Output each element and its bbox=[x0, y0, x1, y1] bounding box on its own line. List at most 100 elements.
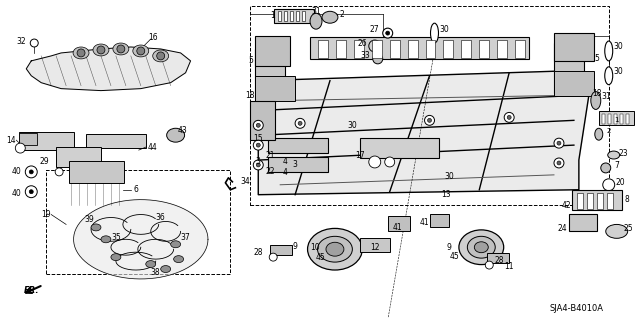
Text: 34: 34 bbox=[241, 177, 250, 186]
Text: 12: 12 bbox=[370, 243, 380, 252]
Ellipse shape bbox=[171, 241, 180, 248]
Text: 8: 8 bbox=[624, 195, 629, 204]
Bar bbox=[336, 40, 346, 58]
Text: 32: 32 bbox=[17, 37, 26, 46]
Text: 10: 10 bbox=[310, 243, 320, 252]
Text: 13: 13 bbox=[442, 190, 451, 199]
Text: 15: 15 bbox=[253, 134, 263, 143]
Text: 31: 31 bbox=[311, 7, 321, 16]
Bar bbox=[270, 245, 292, 255]
Bar bbox=[554, 33, 594, 61]
Text: 14: 14 bbox=[6, 136, 16, 145]
Text: 4: 4 bbox=[283, 158, 287, 167]
Text: 24: 24 bbox=[557, 224, 567, 233]
Bar bbox=[250, 6, 609, 204]
Bar bbox=[255, 36, 290, 66]
Circle shape bbox=[137, 47, 145, 55]
Text: 30: 30 bbox=[347, 121, 356, 130]
Bar bbox=[19, 133, 37, 145]
Circle shape bbox=[15, 143, 26, 153]
Bar bbox=[255, 49, 285, 99]
Bar bbox=[497, 40, 507, 58]
Circle shape bbox=[557, 141, 561, 145]
Ellipse shape bbox=[605, 225, 628, 238]
Bar bbox=[626, 115, 628, 124]
Bar bbox=[587, 193, 593, 209]
Bar bbox=[360, 238, 390, 252]
Ellipse shape bbox=[91, 224, 101, 231]
Text: SJA4-B4010A: SJA4-B4010A bbox=[549, 304, 603, 313]
Text: 1: 1 bbox=[614, 117, 618, 123]
Bar bbox=[487, 253, 509, 263]
Circle shape bbox=[603, 179, 614, 191]
Text: 28: 28 bbox=[253, 248, 263, 257]
Text: 45: 45 bbox=[449, 252, 460, 261]
Bar bbox=[250, 100, 275, 140]
Bar bbox=[388, 217, 410, 231]
Text: 30: 30 bbox=[440, 25, 449, 33]
Circle shape bbox=[385, 157, 395, 167]
Bar bbox=[19, 132, 74, 150]
Ellipse shape bbox=[146, 261, 156, 268]
Ellipse shape bbox=[467, 236, 495, 258]
Bar bbox=[577, 193, 583, 209]
Ellipse shape bbox=[608, 151, 620, 159]
Circle shape bbox=[26, 166, 37, 178]
Ellipse shape bbox=[93, 44, 109, 56]
Ellipse shape bbox=[612, 198, 621, 205]
Circle shape bbox=[383, 28, 393, 38]
Text: 45: 45 bbox=[315, 253, 325, 262]
Text: 21: 21 bbox=[266, 151, 275, 160]
Polygon shape bbox=[74, 200, 208, 279]
Bar bbox=[408, 40, 417, 58]
Circle shape bbox=[253, 160, 263, 170]
Bar bbox=[554, 71, 594, 96]
Circle shape bbox=[386, 31, 390, 35]
Text: 31: 31 bbox=[601, 92, 611, 101]
Bar bbox=[572, 190, 621, 210]
Ellipse shape bbox=[310, 13, 322, 29]
Circle shape bbox=[295, 118, 305, 128]
Text: 9: 9 bbox=[447, 243, 452, 252]
Ellipse shape bbox=[101, 236, 111, 243]
Circle shape bbox=[253, 120, 263, 130]
Bar bbox=[390, 40, 399, 58]
Text: 4: 4 bbox=[283, 168, 287, 177]
Text: 5: 5 bbox=[595, 54, 599, 63]
Bar bbox=[569, 213, 596, 231]
Bar bbox=[290, 11, 293, 21]
Ellipse shape bbox=[605, 67, 612, 85]
Ellipse shape bbox=[113, 43, 129, 55]
Text: 11: 11 bbox=[504, 262, 514, 271]
Text: 42: 42 bbox=[562, 201, 572, 210]
Ellipse shape bbox=[153, 50, 169, 62]
Bar bbox=[86, 134, 146, 148]
Bar bbox=[360, 138, 440, 158]
Circle shape bbox=[507, 115, 511, 119]
Ellipse shape bbox=[308, 228, 362, 270]
Bar bbox=[255, 76, 295, 100]
Text: 35: 35 bbox=[111, 233, 121, 242]
Ellipse shape bbox=[161, 266, 171, 272]
Text: 9: 9 bbox=[292, 242, 298, 251]
Text: 29: 29 bbox=[40, 158, 49, 167]
Ellipse shape bbox=[459, 230, 504, 264]
Ellipse shape bbox=[111, 254, 121, 261]
Text: 37: 37 bbox=[180, 233, 191, 242]
Ellipse shape bbox=[166, 128, 184, 142]
Text: 3: 3 bbox=[256, 158, 260, 167]
Bar bbox=[274, 9, 314, 23]
Circle shape bbox=[77, 49, 85, 57]
Text: 41: 41 bbox=[393, 223, 403, 232]
Circle shape bbox=[485, 261, 493, 269]
Polygon shape bbox=[26, 47, 191, 91]
Circle shape bbox=[554, 138, 564, 148]
Text: 43: 43 bbox=[178, 126, 188, 135]
Bar bbox=[608, 115, 611, 124]
Bar bbox=[444, 40, 453, 58]
Circle shape bbox=[424, 115, 435, 125]
Circle shape bbox=[256, 163, 260, 167]
Bar bbox=[596, 193, 603, 209]
Text: 27: 27 bbox=[370, 25, 380, 33]
Text: 40: 40 bbox=[12, 189, 21, 198]
